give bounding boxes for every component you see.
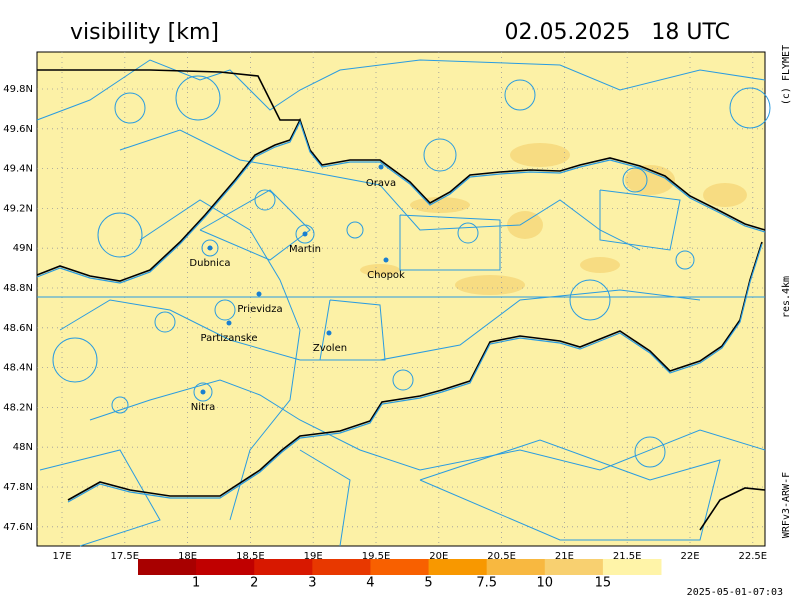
lat-label: 48.8N (3, 283, 33, 294)
datetime: 02.05.2025 18 UTC (504, 20, 730, 45)
lon-label: 22.5E (739, 551, 768, 562)
lat-label: 47.6N (3, 522, 33, 533)
lon-label: 18E (178, 551, 197, 562)
lat-label: 48N (13, 442, 33, 453)
colorbar-label: 2 (250, 576, 258, 591)
colorbar-swatch (138, 559, 197, 575)
country-borders (36, 69, 766, 531)
colorbar-label: 5 (424, 576, 432, 591)
colorbar-label: 3 (308, 576, 316, 591)
colorbar-swatch (370, 559, 430, 575)
city-label: Martin (289, 244, 321, 255)
lon-label: 22E (680, 551, 699, 562)
lat-label: 49N (13, 243, 33, 254)
lat-label: 48.6N (3, 323, 33, 334)
lat-label: 48.2N (3, 402, 33, 413)
city-label: Prievidza (237, 304, 282, 315)
lat-label: 49.2N (3, 203, 33, 214)
colorbar-swatch (254, 559, 313, 575)
colorbar-label: 15 (595, 576, 612, 591)
lat-label: 48.4N (3, 363, 33, 374)
lon-label: 20.5E (487, 551, 516, 562)
city-label: Chopok (367, 270, 405, 281)
colorbar-swatch (196, 559, 255, 575)
lat-label: 49.6N (3, 124, 33, 135)
lat-label: 49.4N (3, 164, 33, 175)
lon-label: 21E (555, 551, 574, 562)
lon-label: 20E (429, 551, 448, 562)
lon-label: 17.5E (111, 551, 140, 562)
title: visibility [km] (70, 20, 219, 45)
colorbar-label: 1 (192, 576, 200, 591)
lon-label: 19E (304, 551, 323, 562)
lon-label: 17E (52, 551, 71, 562)
lon-label: 18.5E (236, 551, 265, 562)
lon-label: 21.5E (613, 551, 642, 562)
colorbar-label: 4 (366, 576, 374, 591)
run-time: 2025-05-01-07:03 (687, 587, 783, 598)
city-label: Orava (366, 178, 396, 189)
copyright: (c) FLYMET (781, 45, 792, 105)
city-label: Zvolen (313, 343, 347, 354)
axis-labels: 17E 17.5E 18E 18.5E 19E 19.5E 20E 20.5E 21E 21.5E… (3, 84, 767, 562)
city-label: Nitra (191, 402, 215, 413)
lat-label: 47.8N (3, 482, 33, 493)
colorbar-swatch (312, 559, 371, 575)
colorbar-swatch (602, 559, 662, 575)
airspace-lines (36, 59, 771, 547)
map: Orava Dubnica Martin Chopok Prievidza Pa… (36, 51, 771, 547)
city-label: Partizanske (200, 333, 257, 344)
colorbar-swatch (486, 559, 546, 575)
colorbar-label: 10 (537, 576, 554, 591)
colorbar-swatch (428, 559, 488, 575)
colorbar-label: 7.5 (476, 576, 497, 591)
lat-label: 49.8N (3, 84, 33, 95)
city-markers (200, 164, 389, 395)
map-frame (36, 51, 766, 547)
lon-label: 19.5E (362, 551, 391, 562)
city-label: Dubnica (189, 258, 230, 269)
colorbar-swatch (544, 559, 604, 575)
resolution: res.4km (781, 276, 792, 318)
model: WRFv3-ARW-F (781, 472, 792, 538)
low-visibility-patches (360, 143, 747, 295)
colorbar: 1 2 3 4 5 7.5 10 15 (138, 559, 662, 591)
